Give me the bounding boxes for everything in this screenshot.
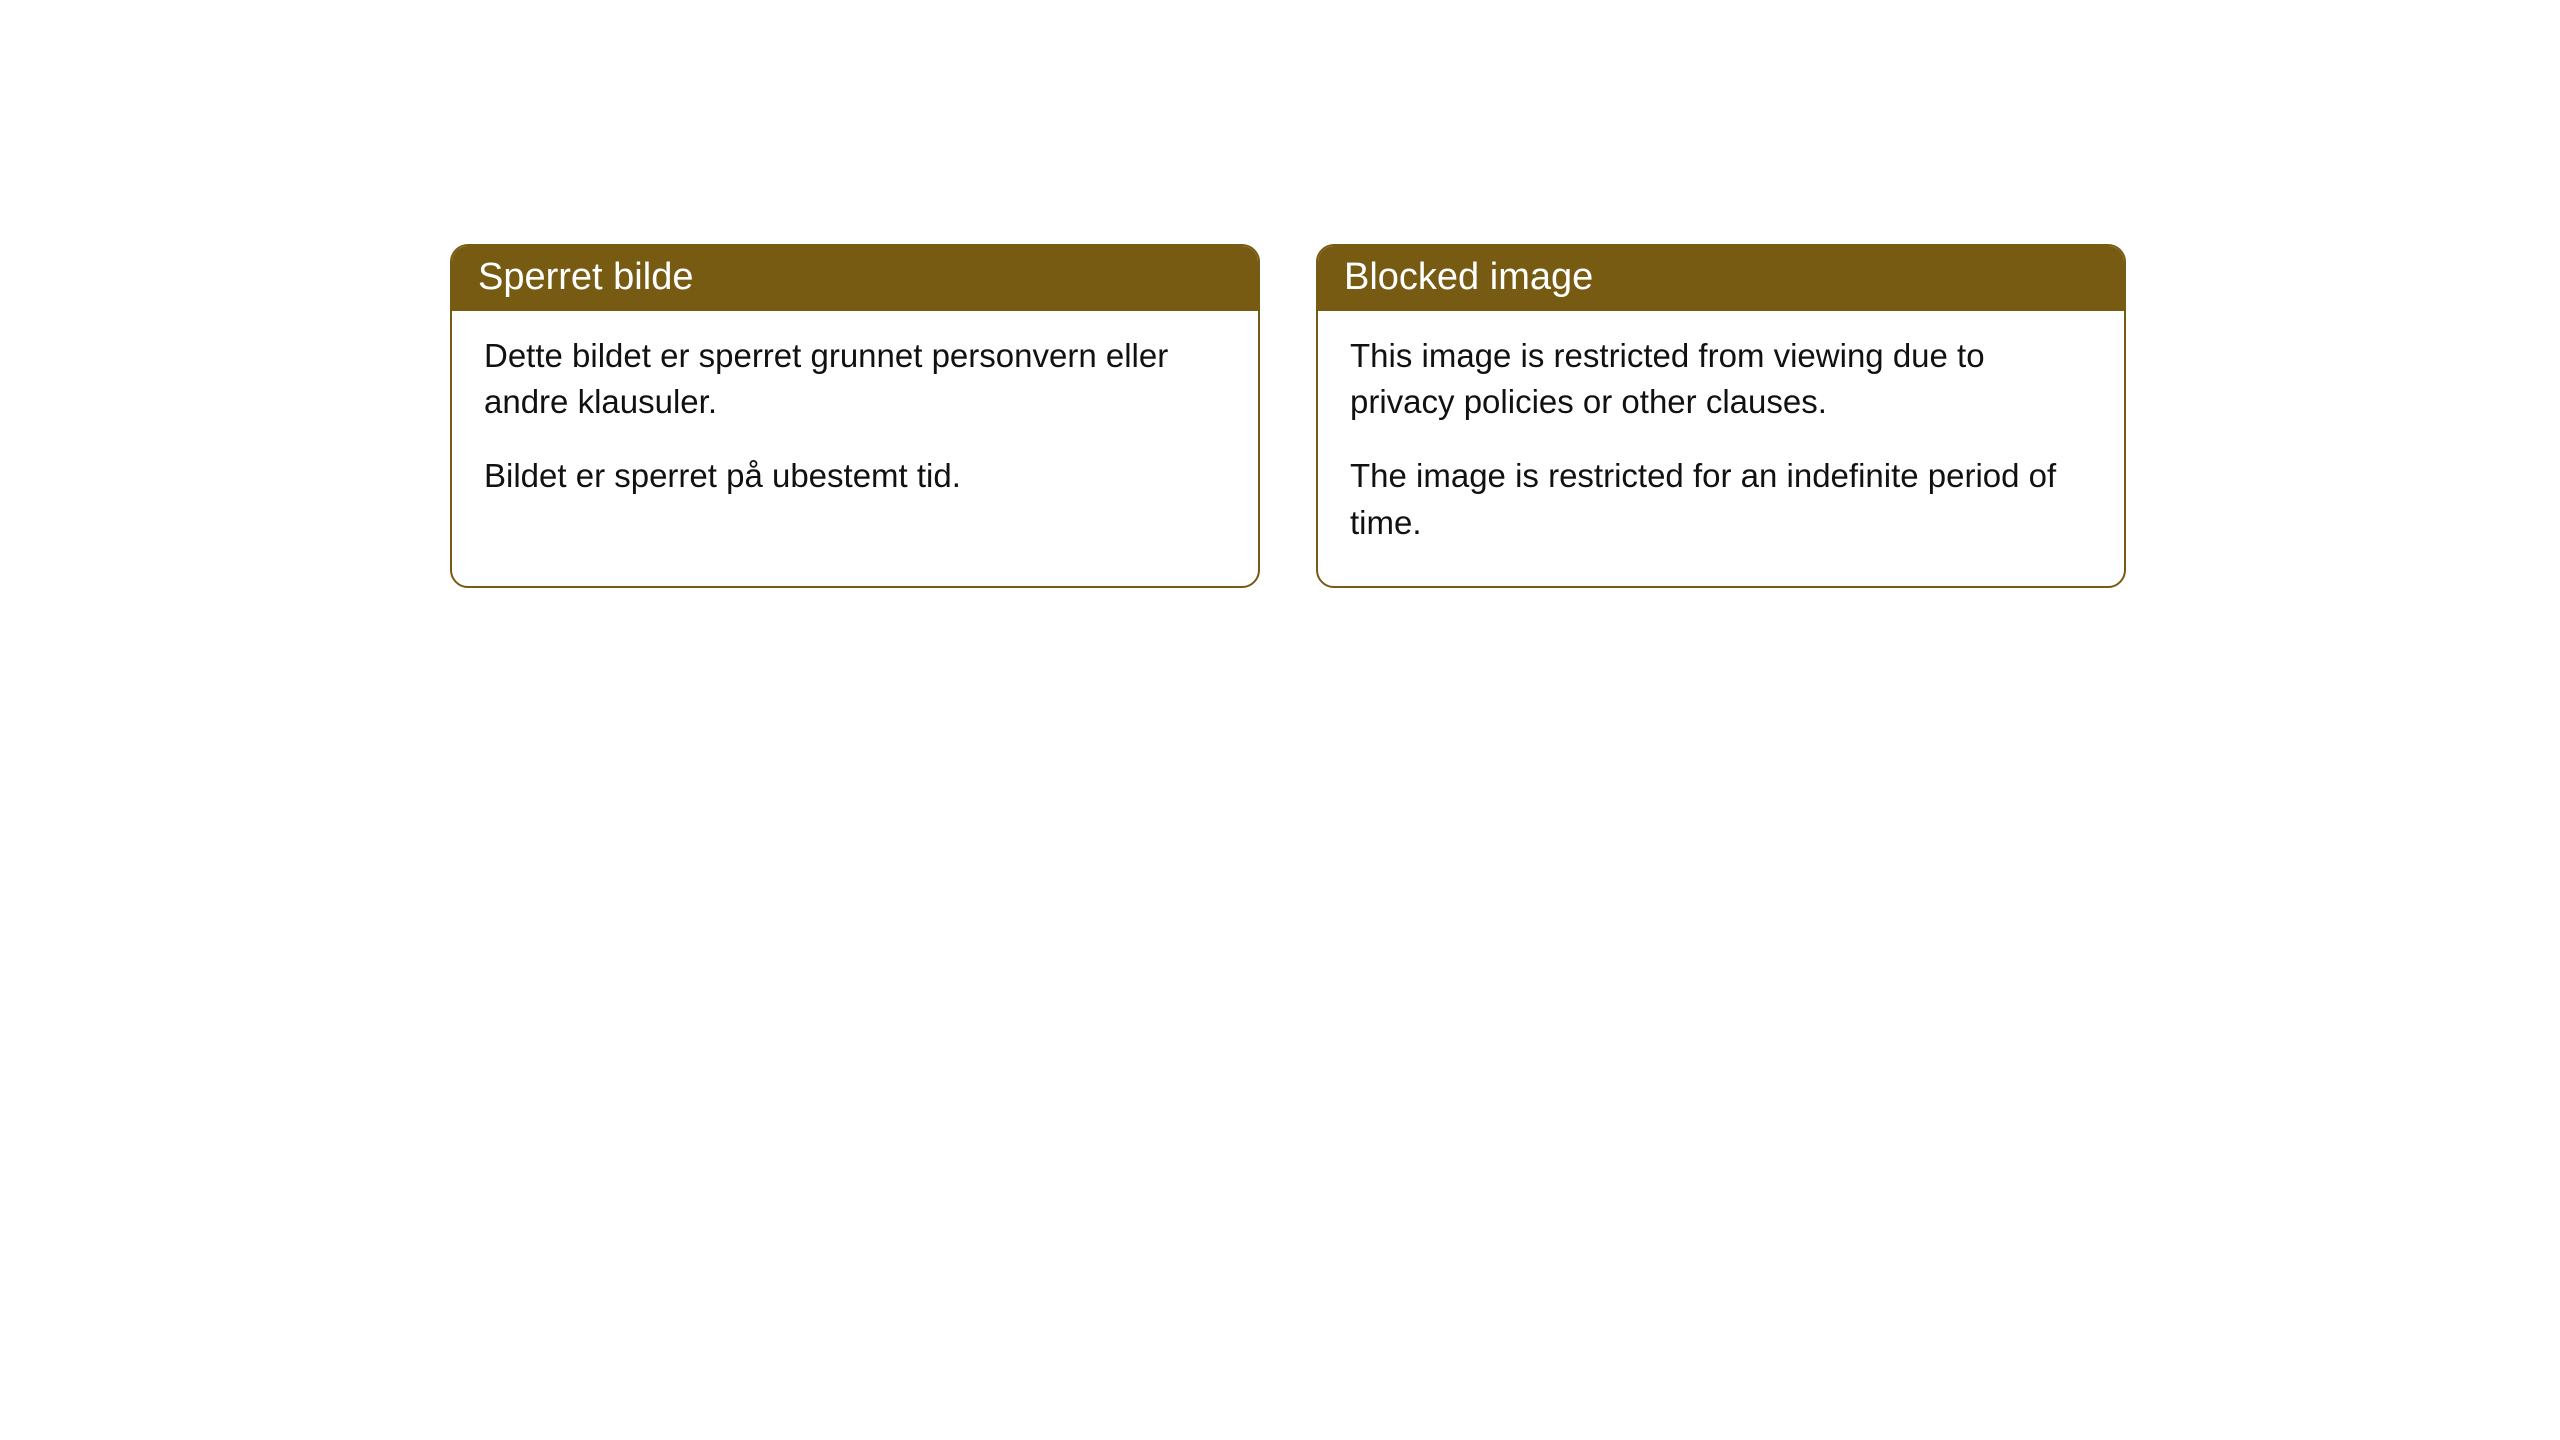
notice-text-line2: The image is restricted for an indefinit… bbox=[1350, 453, 2092, 545]
card-body: Dette bildet er sperret grunnet personve… bbox=[452, 311, 1258, 540]
notice-card-norwegian: Sperret bilde Dette bildet er sperret gr… bbox=[450, 244, 1260, 588]
card-header: Blocked image bbox=[1318, 246, 2124, 311]
notice-card-english: Blocked image This image is restricted f… bbox=[1316, 244, 2126, 588]
notice-text-line1: Dette bildet er sperret grunnet personve… bbox=[484, 333, 1226, 425]
notice-text-line2: Bildet er sperret på ubestemt tid. bbox=[484, 453, 1226, 499]
notice-cards-container: Sperret bilde Dette bildet er sperret gr… bbox=[0, 0, 2560, 588]
notice-text-line1: This image is restricted from viewing du… bbox=[1350, 333, 2092, 425]
card-body: This image is restricted from viewing du… bbox=[1318, 311, 2124, 586]
card-header: Sperret bilde bbox=[452, 246, 1258, 311]
